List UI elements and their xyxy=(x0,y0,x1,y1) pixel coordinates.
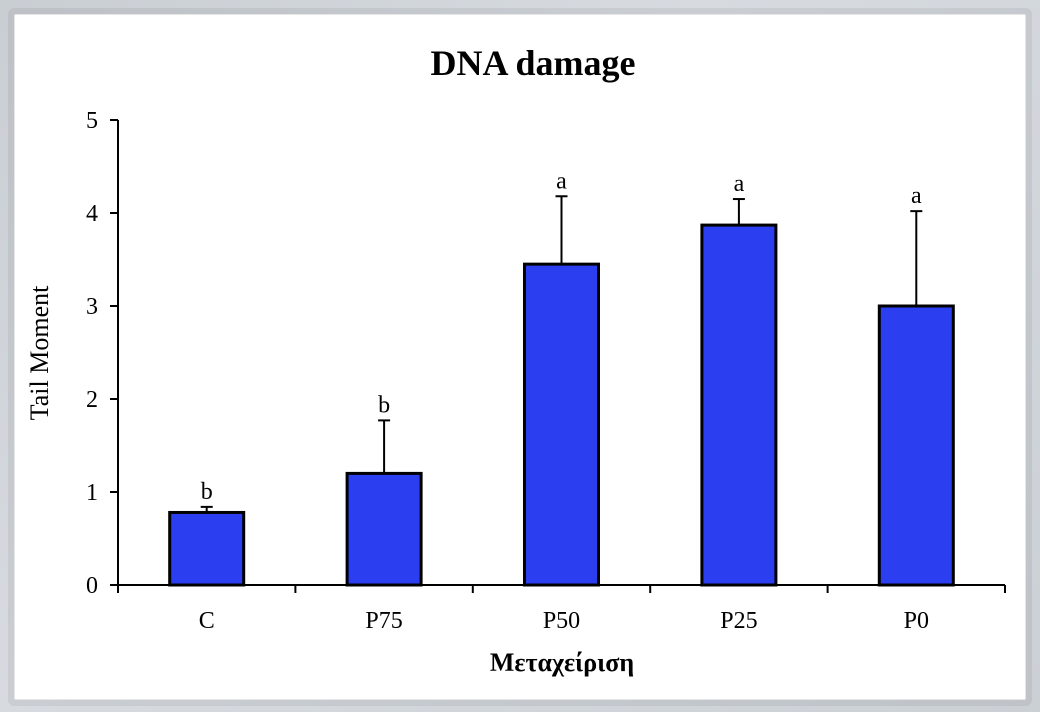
bar-p0 xyxy=(877,304,955,587)
significance-label: b xyxy=(201,479,213,505)
y-tick-label: 4 xyxy=(86,201,98,227)
x-tick-label: P50 xyxy=(543,608,580,634)
x-axis-label: Μεταχείριση xyxy=(490,648,634,677)
plot-area: 0 1 2 3 4 5 b Cb P75 a P50 a P25 a P0 xyxy=(86,108,1006,634)
y-tick-label: 3 xyxy=(86,294,98,320)
chart-title: DNA damage xyxy=(431,43,636,83)
y-axis-label: Tail Moment xyxy=(25,285,54,420)
x-tick-label: P0 xyxy=(904,608,929,634)
x-tick-label: P25 xyxy=(720,608,757,634)
bar-c xyxy=(168,510,246,587)
y-tick-label: 5 xyxy=(86,108,98,134)
bar-p75 xyxy=(345,471,423,587)
y-tick-label: 0 xyxy=(86,573,98,599)
significance-label: a xyxy=(556,168,567,194)
bar-p50 xyxy=(523,262,600,587)
x-tick-label: P75 xyxy=(365,608,402,634)
significance-label: b xyxy=(378,392,390,418)
x-tick-label: C xyxy=(199,608,215,634)
significance-label: a xyxy=(734,171,745,197)
y-tick-label: 2 xyxy=(86,387,98,413)
y-tick-label: 1 xyxy=(86,480,98,506)
significance-label: a xyxy=(911,183,922,209)
bar-p25 xyxy=(700,223,778,587)
